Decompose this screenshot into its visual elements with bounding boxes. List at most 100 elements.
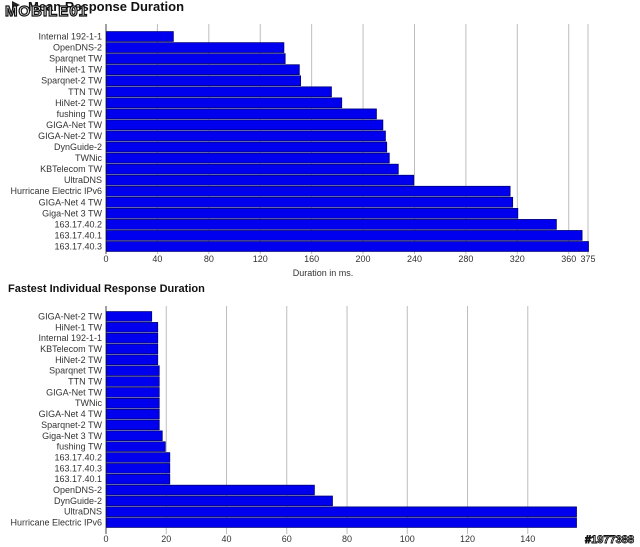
bar	[106, 119, 384, 131]
category-label: Hurricane Electric IPv6	[10, 518, 102, 528]
category-label: 163.17.40.2	[54, 219, 102, 229]
bar	[106, 196, 514, 208]
category-label: HiNet-1 TW	[55, 65, 102, 75]
bar	[106, 163, 399, 175]
chart-fastest-response: Fastest Individual Response Duration GIG…	[8, 283, 577, 544]
chart-mean-response: Mean Response Duration Internal 192-1-1O…	[10, 0, 595, 278]
bar	[106, 108, 377, 120]
bar	[106, 241, 589, 252]
category-label: 163.17.40.3	[54, 241, 102, 251]
watermark-id: #1977388	[585, 534, 634, 546]
bar	[106, 75, 301, 87]
category-label: UltraDNS	[64, 175, 102, 185]
category-label: HiNet-1 TW	[55, 322, 102, 332]
tick-label: 280	[458, 254, 473, 264]
tick-label: 120	[460, 534, 475, 544]
category-label: DynGuide-2	[54, 496, 102, 506]
chart-2-tick-labels: 0 20 40 60 80 100 120 140	[103, 534, 535, 544]
bar	[106, 64, 300, 76]
chart-1-bars	[106, 31, 589, 252]
bar	[106, 430, 163, 442]
category-label: HiNet-2 TW	[55, 98, 102, 108]
bar	[106, 354, 159, 366]
category-label: Giga-Net 3 TW	[42, 208, 102, 218]
bar	[106, 408, 160, 420]
bar	[106, 517, 577, 528]
category-label: Hurricane Electric IPv6	[10, 186, 102, 196]
category-label: KBTelecom TW	[40, 344, 102, 354]
category-label: TWNic	[75, 398, 102, 408]
chart-1-tick-labels: 0 40 80 120 160 200 240 280 320 360 375	[103, 254, 595, 264]
category-label: Sparqnet TW	[49, 366, 102, 376]
bar	[106, 495, 333, 507]
tick-label: 140	[520, 534, 535, 544]
bar	[106, 473, 171, 485]
tick-label: 160	[304, 254, 319, 264]
category-label: Sparqnet TW	[49, 54, 102, 64]
category-label: Sparqnet-2 TW	[41, 420, 102, 430]
tick-label: 80	[342, 534, 352, 544]
category-label: TTN TW	[68, 377, 102, 387]
tick-label: 375	[580, 254, 595, 264]
bar	[106, 365, 160, 376]
bar	[106, 452, 171, 463]
category-label: GIGA-Net-2 TW	[38, 131, 102, 141]
tick-label: 20	[161, 534, 171, 544]
bar	[106, 230, 583, 241]
category-label: Internal 192-1-1	[38, 32, 102, 42]
bar	[106, 397, 160, 409]
category-label: GIGA-Net TW	[46, 120, 102, 130]
tick-label: 40	[222, 534, 232, 544]
category-label: OpenDNS-2	[53, 43, 102, 53]
tick-label: 120	[253, 254, 268, 264]
bar	[106, 207, 519, 219]
tick-label: 360	[561, 254, 576, 264]
chart-1-x-axis-label: Duration in ms.	[293, 268, 354, 278]
category-label: DynGuide-2	[54, 142, 102, 152]
category-label: GIGA-Net-2 TW	[38, 311, 102, 321]
category-label: UltraDNS	[64, 507, 102, 517]
category-label: Giga-Net 3 TW	[42, 431, 102, 441]
tick-label: 40	[152, 254, 162, 264]
tick-label: 100	[400, 534, 415, 544]
play-arrow-icon	[12, 1, 20, 9]
bar	[106, 332, 159, 344]
tick-label: 0	[103, 534, 108, 544]
category-label: OpenDNS-2	[53, 485, 102, 495]
tick-label: 0	[103, 254, 108, 264]
bar	[106, 343, 159, 355]
bar	[106, 185, 511, 197]
watermark-logo: MOBILE01	[4, 1, 88, 21]
tick-label: 240	[407, 254, 422, 264]
category-label: fushing TW	[57, 442, 103, 452]
category-label: GIGA-Net 4 TW	[39, 409, 103, 419]
bar	[106, 174, 415, 186]
bar	[106, 311, 153, 322]
category-label: HiNet-2 TW	[55, 355, 102, 365]
bar	[106, 484, 315, 496]
tick-label: 60	[282, 534, 292, 544]
chart-2-title: Fastest Individual Response Duration	[8, 283, 205, 295]
bar	[106, 463, 171, 474]
bar	[106, 219, 557, 230]
bar	[106, 31, 174, 42]
bar	[106, 376, 160, 387]
bar	[106, 441, 166, 452]
chart-1-title: Mean Response Duration	[28, 0, 184, 14]
category-label: GIGA-Net TW	[46, 387, 102, 397]
category-label: TWNic	[75, 153, 102, 163]
category-label: 163.17.40.1	[54, 230, 102, 240]
chart-2-bars	[106, 311, 577, 528]
category-label: 163.17.40.2	[54, 452, 102, 462]
bar	[106, 42, 285, 53]
bar	[106, 86, 332, 98]
category-label: Sparqnet-2 TW	[41, 76, 102, 86]
tick-label: 200	[356, 254, 371, 264]
bar	[106, 130, 386, 142]
category-label: fushing TW	[57, 109, 103, 119]
bar	[106, 53, 286, 64]
category-label: TTN TW	[68, 87, 102, 97]
